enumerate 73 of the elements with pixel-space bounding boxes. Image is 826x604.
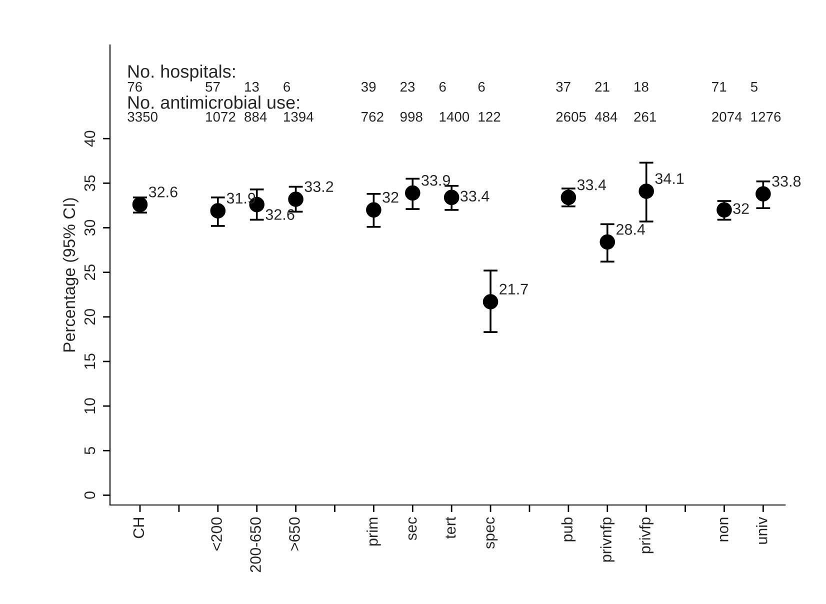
- annotation: 37: [556, 82, 570, 92]
- x-tick-label: CH: [133, 518, 144, 538]
- annotation: No. hospitals:: [128, 64, 235, 82]
- annotation: 1400: [440, 112, 470, 122]
- x-tick-label: tert: [446, 516, 456, 539]
- data-label: 28.4: [616, 224, 646, 235]
- x-tick-label: privfp: [639, 517, 654, 554]
- annotation: 2074: [712, 112, 742, 122]
- data-label: 32.6: [266, 209, 294, 220]
- data-label: 33.4: [460, 190, 490, 202]
- data-label: 33.4: [577, 179, 606, 190]
- annotation: No. antimicrobial use:: [128, 96, 299, 109]
- annotation: 261: [634, 112, 656, 122]
- annotation: 1276: [751, 112, 781, 122]
- point: [405, 185, 420, 201]
- y-tick-label: 0: [84, 492, 96, 499]
- y-tick-label: 30: [84, 220, 96, 236]
- y-tick-label: 5: [84, 447, 96, 454]
- x-tick-label: univ: [756, 516, 768, 544]
- y-tick-label: 25: [84, 264, 96, 280]
- annotation: 122: [478, 112, 500, 122]
- annotation: 3350: [128, 112, 158, 122]
- annotation: 23: [400, 82, 415, 92]
- annotation: 13: [245, 82, 259, 92]
- annotation: 1072: [206, 112, 236, 122]
- annotation: 5: [750, 82, 758, 92]
- annotation: 484: [594, 112, 618, 122]
- point: [288, 192, 304, 207]
- annotation: 762: [362, 112, 384, 122]
- data-label: 32.6: [148, 186, 178, 198]
- y-tick-label: 15: [84, 354, 96, 369]
- x-tick-label: pub: [561, 517, 576, 542]
- annotation: 2605: [556, 112, 586, 122]
- x-tick-label: privnfp: [600, 517, 615, 562]
- x-tick-label: <200: [211, 517, 222, 550]
- data-label: 33.2: [304, 181, 334, 192]
- annotation: 18: [634, 82, 648, 92]
- annotation: 1394: [284, 112, 314, 122]
- x-tick-label: 200-650: [250, 517, 261, 572]
- point: [482, 294, 498, 310]
- point: [210, 203, 226, 218]
- annotation: 6: [478, 82, 485, 92]
- annotation: 57: [206, 82, 220, 92]
- point: [756, 186, 771, 202]
- annotation: 884: [244, 112, 267, 122]
- data-label: 32: [382, 192, 398, 203]
- annotation: 6: [284, 82, 290, 92]
- data-label: 32: [733, 203, 749, 214]
- x-tick-label: non: [720, 518, 728, 542]
- point: [444, 190, 460, 206]
- data-label: 34.1: [655, 173, 684, 184]
- data-label: 33.9: [422, 174, 450, 186]
- y-tick-label: 35: [84, 175, 96, 192]
- y-axis-title: Percentage (95% CI): [62, 198, 78, 352]
- annotation: 71: [712, 82, 726, 92]
- point: [716, 202, 732, 218]
- y-tick-label: 40: [84, 130, 96, 147]
- point: [366, 202, 382, 218]
- x-tick-label: spec: [486, 517, 498, 549]
- y-tick-label: 20: [84, 309, 96, 325]
- point: [638, 184, 654, 199]
- x-tick-label: >650: [289, 517, 300, 550]
- data-label: 21.7: [500, 284, 528, 294]
- data-label: 33.8: [772, 176, 801, 187]
- x-tick-label: prim: [366, 518, 381, 546]
- x-tick-label: sec: [408, 517, 417, 540]
- annotation: 998: [400, 112, 422, 122]
- annotation: 21: [595, 82, 610, 92]
- annotation: 76: [128, 82, 142, 92]
- annotation: 39: [361, 82, 376, 92]
- y-tick-label: 10: [84, 398, 96, 414]
- annotation: 6: [439, 82, 446, 92]
- point: [600, 234, 616, 250]
